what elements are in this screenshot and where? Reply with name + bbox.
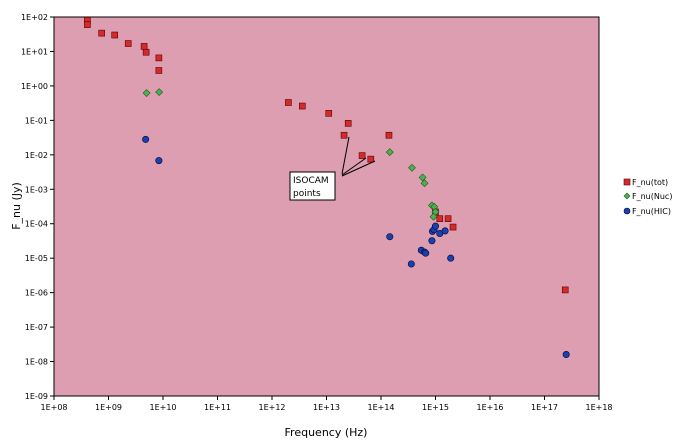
y-tick-label: 1E+02 (21, 13, 48, 22)
data-point-circle (407, 260, 415, 268)
data-point-square (98, 29, 105, 37)
y-tick-label: 1E-04 (25, 220, 48, 229)
x-tick-label: 1E+13 (313, 403, 340, 412)
data-point-square (155, 67, 163, 74)
legend-label-tot: F_nu(tot) (632, 178, 668, 187)
data-point-square (285, 99, 292, 106)
data-point-diamond (420, 179, 429, 188)
data-point-circle (431, 222, 439, 230)
y-tick-label: 1E-06 (25, 289, 48, 298)
y-axis-title: F_nu (Jy) (10, 182, 23, 230)
legend-item-nuc: F_nu(Nuc) (623, 192, 672, 201)
annotation-pointer (341, 157, 367, 176)
plot-area (53, 16, 600, 397)
data-point-diamond (418, 173, 427, 182)
data-point-circle (386, 233, 394, 241)
legend-diamond-marker (623, 192, 631, 200)
data-point-square (299, 102, 306, 110)
annotation-line-2: points (293, 189, 321, 199)
x-tick-label: 1E+10 (149, 403, 176, 412)
x-tick-label: 1E+16 (476, 403, 503, 412)
x-axis-title: Frequency (Hz) (285, 426, 368, 439)
data-point-square (111, 31, 119, 39)
data-point-circle (155, 157, 163, 165)
data-point-square (436, 215, 444, 222)
data-point-square (367, 155, 375, 163)
annotation-box (289, 171, 336, 201)
data-point-diamond (142, 89, 151, 97)
data-point-diamond (408, 163, 416, 172)
annotation-pointer (341, 136, 350, 175)
x-tick-label: 1E+12 (258, 403, 285, 412)
x-tick-label: 1E+15 (422, 403, 449, 412)
y-tick-label: 1E+01 (21, 47, 48, 56)
data-point-square (344, 120, 352, 127)
data-point-circle (428, 237, 436, 245)
data-point-square (84, 21, 91, 28)
x-tick-label: 1E+18 (585, 403, 612, 412)
data-point-square (444, 215, 452, 222)
y-tick-label: 1E-05 (25, 254, 48, 263)
data-point-square (385, 131, 393, 139)
data-point-circle (562, 351, 570, 359)
x-tick-label: 1E+17 (531, 403, 558, 412)
x-tick-label: 1E+11 (204, 403, 231, 412)
data-point-square (142, 48, 150, 56)
legend-item-tot: F_nu(tot) (623, 178, 668, 187)
legend-label-nuc: F_nu(Nuc) (632, 192, 672, 201)
isocam-annotation: ISOCAM points (289, 136, 376, 201)
data-point-square (561, 286, 569, 294)
legend-circle-marker (623, 207, 631, 215)
data-point-circle (422, 249, 430, 257)
data-point-square (140, 43, 148, 50)
y-tick-label: 1E-01 (25, 116, 48, 125)
annotation-pointer (341, 160, 376, 177)
data-point-diamond (429, 212, 438, 221)
data-point-square (340, 131, 348, 139)
y-tick-label: 1E-08 (25, 358, 48, 367)
annotation-line-1: ISOCAM (293, 176, 329, 186)
x-tick-label: 1E+14 (367, 403, 394, 412)
y-tick-label: 1E+00 (21, 82, 48, 91)
x-tick-label: 1E+09 (95, 403, 122, 412)
data-point-circle (447, 254, 455, 262)
legend-label-hic: F_nu(HIC) (632, 207, 671, 216)
data-point-square (449, 223, 457, 231)
legend-square-marker (623, 178, 631, 186)
y-tick-label: 1E-02 (25, 151, 48, 160)
x-tick-label: 1E+08 (40, 403, 67, 412)
data-point-circle (441, 227, 449, 235)
data-point-square (124, 40, 132, 47)
data-point-square (325, 110, 333, 117)
data-point-diamond (155, 88, 164, 97)
y-tick-label: 1E-07 (25, 323, 48, 332)
y-tick-label: 1E-09 (25, 392, 48, 401)
data-point-diamond (385, 148, 394, 157)
data-point-square (358, 152, 366, 159)
data-point-circle (142, 135, 150, 143)
y-tick-label: 1E-03 (25, 185, 48, 194)
legend: F_nu(tot) F_nu(Nuc) F_nu(HIC) (623, 178, 672, 216)
data-point-square (155, 54, 163, 62)
legend-item-hic: F_nu(HIC) (623, 207, 671, 216)
